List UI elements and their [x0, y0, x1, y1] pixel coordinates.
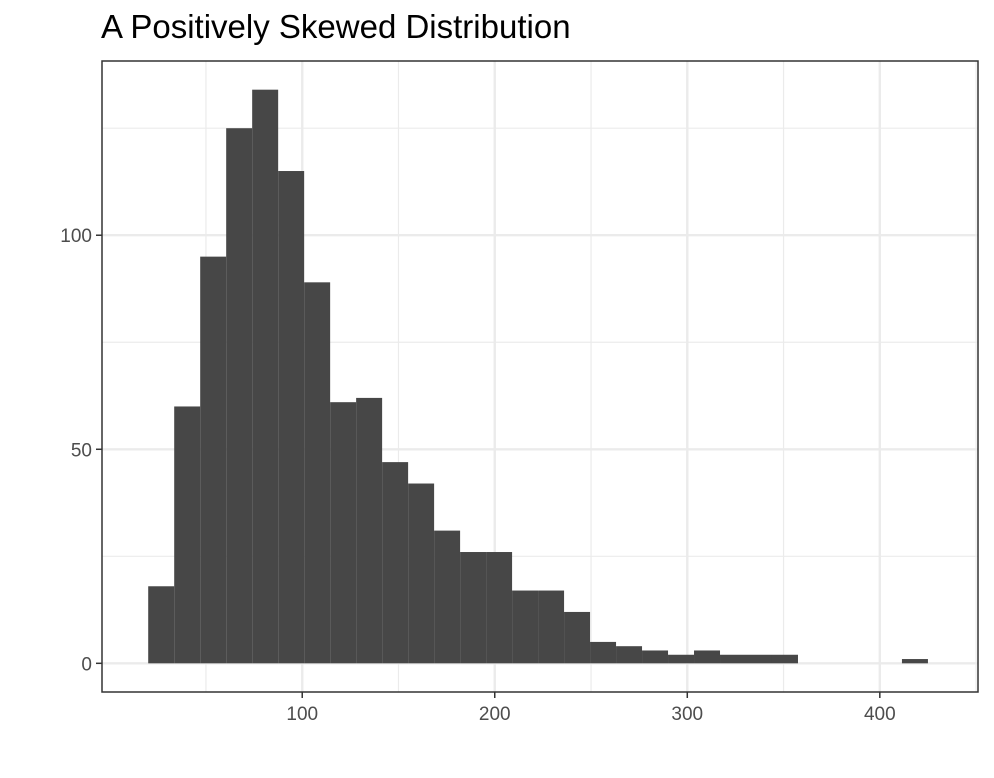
chart-title: A Positively Skewed Distribution [101, 8, 571, 45]
histogram-bar [694, 650, 721, 664]
histogram-bar [564, 611, 591, 664]
x-tick-label: 300 [671, 704, 703, 725]
histogram-bar [512, 590, 539, 664]
histogram-bar [200, 256, 227, 664]
histogram-bar [616, 646, 643, 664]
histogram-bar [408, 483, 435, 664]
histogram-bar [174, 406, 201, 664]
histogram-bar [746, 654, 772, 664]
histogram-bar [642, 650, 669, 664]
panel-border [101, 60, 979, 693]
y-tick-label: 50 [71, 440, 92, 461]
histogram-bar [460, 552, 487, 664]
histogram-bar [330, 402, 357, 664]
histogram-bar [720, 654, 747, 664]
x-tick-label: 200 [479, 704, 511, 725]
x-tick-label: 100 [286, 704, 318, 725]
y-tick-label: 0 [81, 654, 92, 675]
histogram-bar [382, 462, 409, 664]
histogram-bar [356, 397, 383, 664]
histogram-bar [434, 530, 461, 664]
histogram-bar [304, 282, 331, 664]
histogram-bar [901, 659, 928, 664]
histogram-bar [668, 654, 695, 664]
x-tick-label: 400 [864, 704, 896, 725]
histogram-bar [590, 641, 617, 664]
histogram-bar [771, 654, 798, 664]
histogram-bar [278, 171, 305, 664]
histogram-bar [148, 586, 175, 664]
histogram-bar [486, 552, 513, 664]
y-tick-label: 100 [60, 226, 92, 247]
histogram-bar [252, 89, 279, 664]
histogram-bar [226, 128, 253, 664]
histogram-bar [538, 590, 565, 664]
